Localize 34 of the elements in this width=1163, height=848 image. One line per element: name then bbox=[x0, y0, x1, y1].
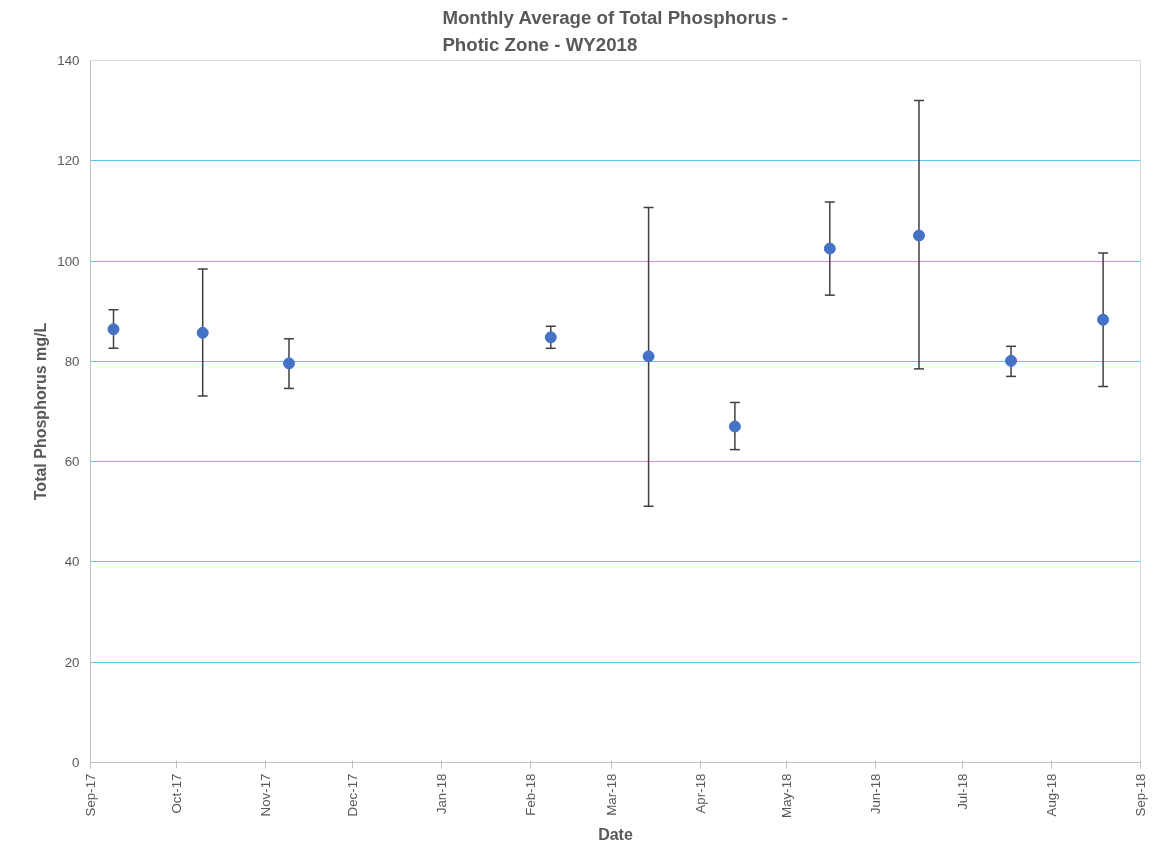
chart-title: Monthly Average of Total Phosphorus - Photic Zone - WY2018 bbox=[442, 7, 788, 56]
x-tick-label: Aug-18 bbox=[1043, 773, 1059, 817]
x-tick-label: Jul-18 bbox=[954, 773, 970, 810]
x-tick-label: Feb-18 bbox=[523, 773, 539, 816]
point bbox=[1005, 354, 1018, 367]
y-tick-label: 60 bbox=[64, 454, 80, 470]
point bbox=[912, 229, 925, 242]
x-axis-title: Date bbox=[598, 825, 633, 843]
y-tick-label: 20 bbox=[64, 654, 80, 670]
point bbox=[642, 350, 655, 363]
x-tick-label: Dec-17 bbox=[344, 773, 360, 817]
x-tick-label: Oct-17 bbox=[169, 773, 185, 814]
point bbox=[196, 326, 209, 339]
x-tick-label: Jun-18 bbox=[868, 773, 884, 815]
y-tick-label: 100 bbox=[57, 253, 80, 269]
y-axis-title: Total Phosphorus mg/L bbox=[32, 322, 50, 501]
y-tick-label: 140 bbox=[57, 53, 80, 68]
point bbox=[728, 420, 741, 433]
y-tick-label: 120 bbox=[57, 153, 80, 169]
point bbox=[823, 242, 836, 255]
point bbox=[544, 331, 557, 344]
y-tick-label: 80 bbox=[64, 353, 80, 369]
x-tick-label: Apr-18 bbox=[692, 773, 708, 814]
x-tick-label: Sep-17 bbox=[83, 773, 98, 817]
x-tick-label: May-18 bbox=[779, 773, 795, 818]
x-tick-label: Sep-18 bbox=[1133, 773, 1148, 817]
y-tick-label: 40 bbox=[64, 554, 80, 570]
point bbox=[282, 357, 295, 370]
point bbox=[107, 323, 120, 336]
x-tick-label: Jan-18 bbox=[433, 773, 449, 815]
x-tick-label: Nov-17 bbox=[258, 773, 274, 817]
point bbox=[1097, 313, 1110, 326]
y-tick-label: 0 bbox=[72, 755, 80, 770]
x-tick-label: Mar-18 bbox=[603, 773, 619, 816]
